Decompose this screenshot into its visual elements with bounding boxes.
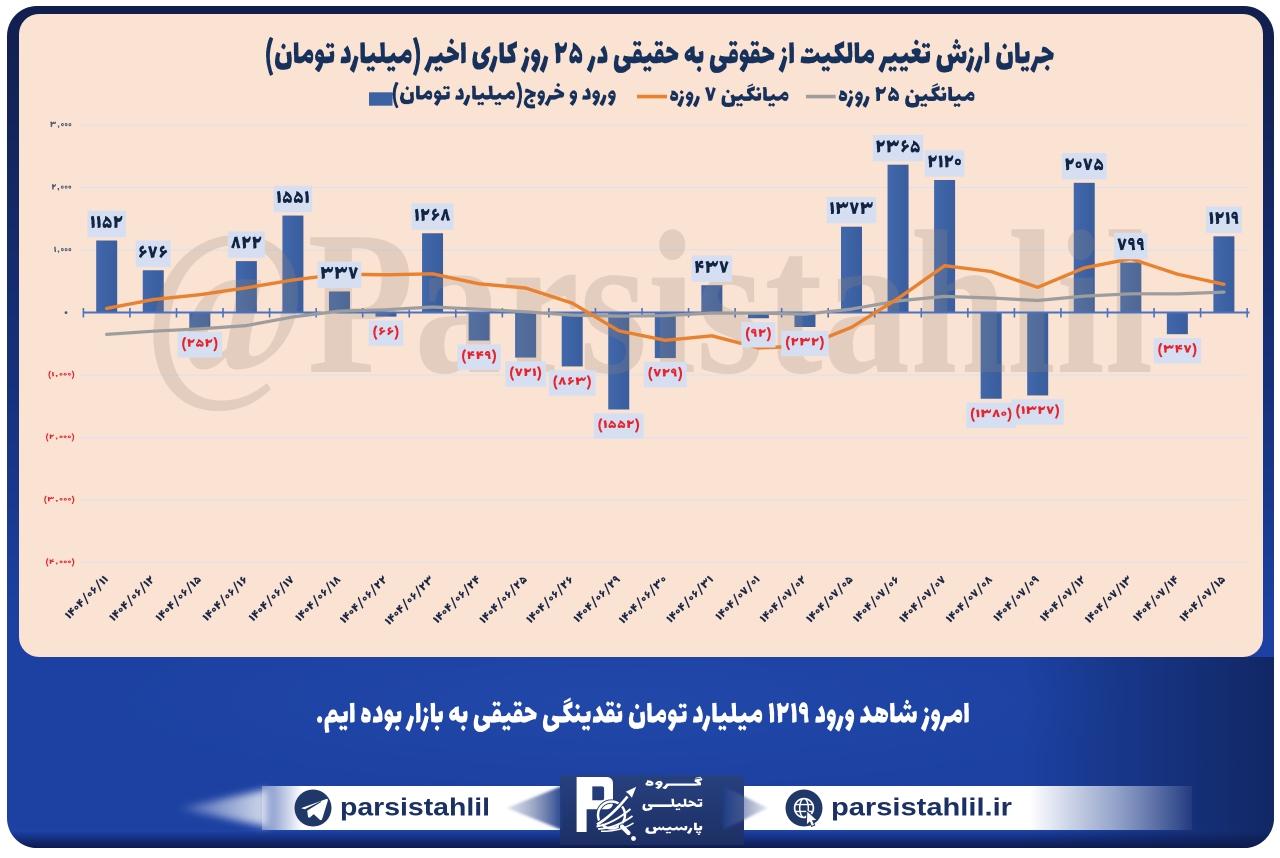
svg-text:parsistahlil.ir: parsistahlil.ir	[831, 794, 1012, 822]
svg-text:parsistahlil: parsistahlil	[340, 794, 490, 822]
